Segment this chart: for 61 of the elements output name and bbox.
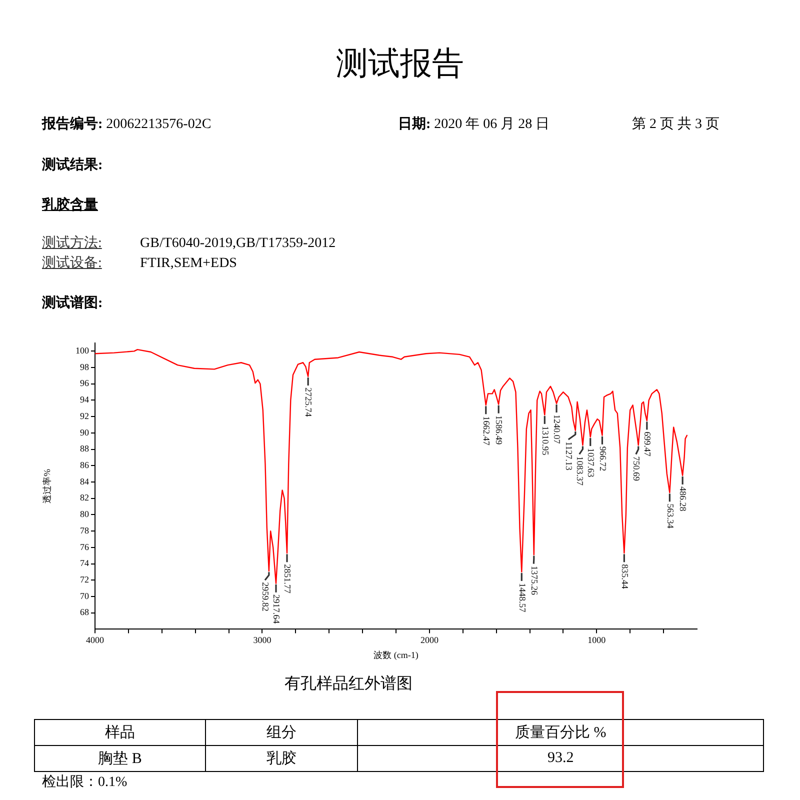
text: 有孔样品红外谱图	[284, 674, 412, 693]
annotation: 1037.63	[586, 448, 596, 478]
y-tick-label: 74	[80, 558, 90, 568]
annotation: 750.69	[632, 456, 642, 482]
annotation: 1586.49	[494, 415, 504, 446]
annotation: 2959.82	[260, 582, 271, 612]
y-tick-label: 100	[76, 346, 90, 356]
annotation: 699.47	[642, 432, 653, 457]
annotation: 1448.57	[517, 582, 528, 613]
x-tick-label: 2000	[420, 634, 439, 645]
y-tick-label: 94	[80, 394, 90, 405]
x-axis-title: 波数 (cm-1)	[374, 650, 418, 660]
annotation: 1662.47	[482, 416, 492, 446]
y-tick-label: 84	[80, 476, 90, 486]
y-tick-label: 78	[80, 525, 90, 536]
y-tick-label: 70	[80, 590, 90, 601]
y-tick-label: 90	[80, 427, 90, 438]
annotation: 1240.07	[552, 414, 562, 444]
x-tick-label: 4000	[86, 634, 104, 645]
y-tick-label: 80	[80, 509, 90, 520]
text: 报告编号: 20062213576-02C	[42, 117, 212, 132]
y-tick-label: 68	[80, 607, 90, 618]
text: 样品	[105, 725, 136, 741]
text: GB/T6040-2019,GB/T17359-2012	[140, 236, 336, 253]
y-tick-label: 96	[80, 378, 90, 388]
annotation: 2917.64	[272, 594, 282, 624]
text: 测试谱图:	[42, 296, 103, 313]
annotation: 1375.26	[529, 566, 540, 596]
annotation: 835.44	[620, 564, 630, 590]
text: 93.2	[547, 750, 574, 766]
x-tick-label: 3000	[253, 634, 272, 645]
text: 组分	[266, 725, 297, 741]
text: 第 2 页 共 3 页	[632, 117, 720, 134]
text: 质量百分比 %	[514, 725, 606, 741]
y-tick-label: 82	[80, 492, 89, 503]
y-axis-title: 透过率%	[42, 468, 52, 504]
y-tick-label: 98	[80, 362, 90, 372]
text: 测试方法:	[42, 236, 102, 253]
y-tick-label: 86	[80, 460, 90, 470]
annotation: 2851.77	[282, 564, 293, 594]
x-tick-label: 1000	[588, 634, 606, 645]
y-tick-label: 88	[80, 444, 90, 454]
y-tick-label: 72	[80, 574, 89, 584]
text: 测试结果:	[42, 158, 103, 175]
annotation: 486.28	[678, 486, 688, 512]
y-tick-label: 92	[80, 410, 89, 421]
text: 测试设备:	[42, 256, 102, 273]
annotation: 563.34	[665, 504, 676, 529]
text: 胸垫 B	[98, 751, 142, 767]
annotation: 1310.95	[540, 426, 550, 456]
text: 测试报告	[336, 44, 464, 82]
annotation: 966.72	[598, 446, 608, 472]
text: 日期: 2020 年 06 月 28 日	[398, 117, 550, 132]
annotation: 2725.74	[304, 388, 314, 418]
text: 乳胶	[266, 751, 297, 767]
annotation: 1083.37	[575, 456, 586, 486]
annotation: 1127.13	[564, 441, 574, 471]
text: 检出限：0.1%	[42, 775, 128, 792]
text: FTIR,SEM+EDS	[140, 256, 237, 273]
text: 乳胶含量	[42, 198, 98, 215]
y-tick-label: 76	[80, 542, 90, 552]
